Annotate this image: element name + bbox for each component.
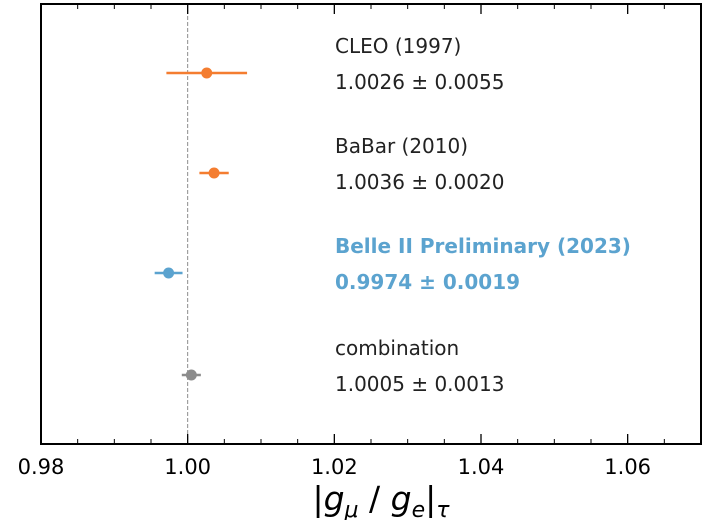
series-label-3: combination: [335, 336, 459, 360]
x-axis-label: |gμ / ge|τ: [312, 479, 450, 520]
x-tick-label-0: 0.98: [18, 455, 65, 479]
series-label-0: CLEO (1997): [335, 34, 461, 58]
series-value-1: 1.0036 ± 0.0020: [335, 170, 504, 194]
x-tick-label-4: 1.06: [604, 455, 651, 479]
series-value-2: 0.9974 ± 0.0019: [335, 270, 520, 294]
series-label-1: BaBar (2010): [335, 134, 468, 158]
series-label-2: Belle II Preliminary (2023): [335, 234, 631, 258]
x-tick-label-3: 1.04: [458, 455, 505, 479]
x-tick-label-1: 1.00: [164, 455, 211, 479]
series-value-3: 1.0005 ± 0.0013: [335, 372, 504, 396]
data-point-0: [201, 67, 213, 79]
data-point-2: [163, 267, 175, 279]
data-point-3: [185, 369, 197, 381]
x-tick-label-2: 1.02: [311, 455, 358, 479]
series-value-0: 1.0026 ± 0.0055: [335, 70, 504, 94]
data-point-1: [208, 167, 220, 179]
